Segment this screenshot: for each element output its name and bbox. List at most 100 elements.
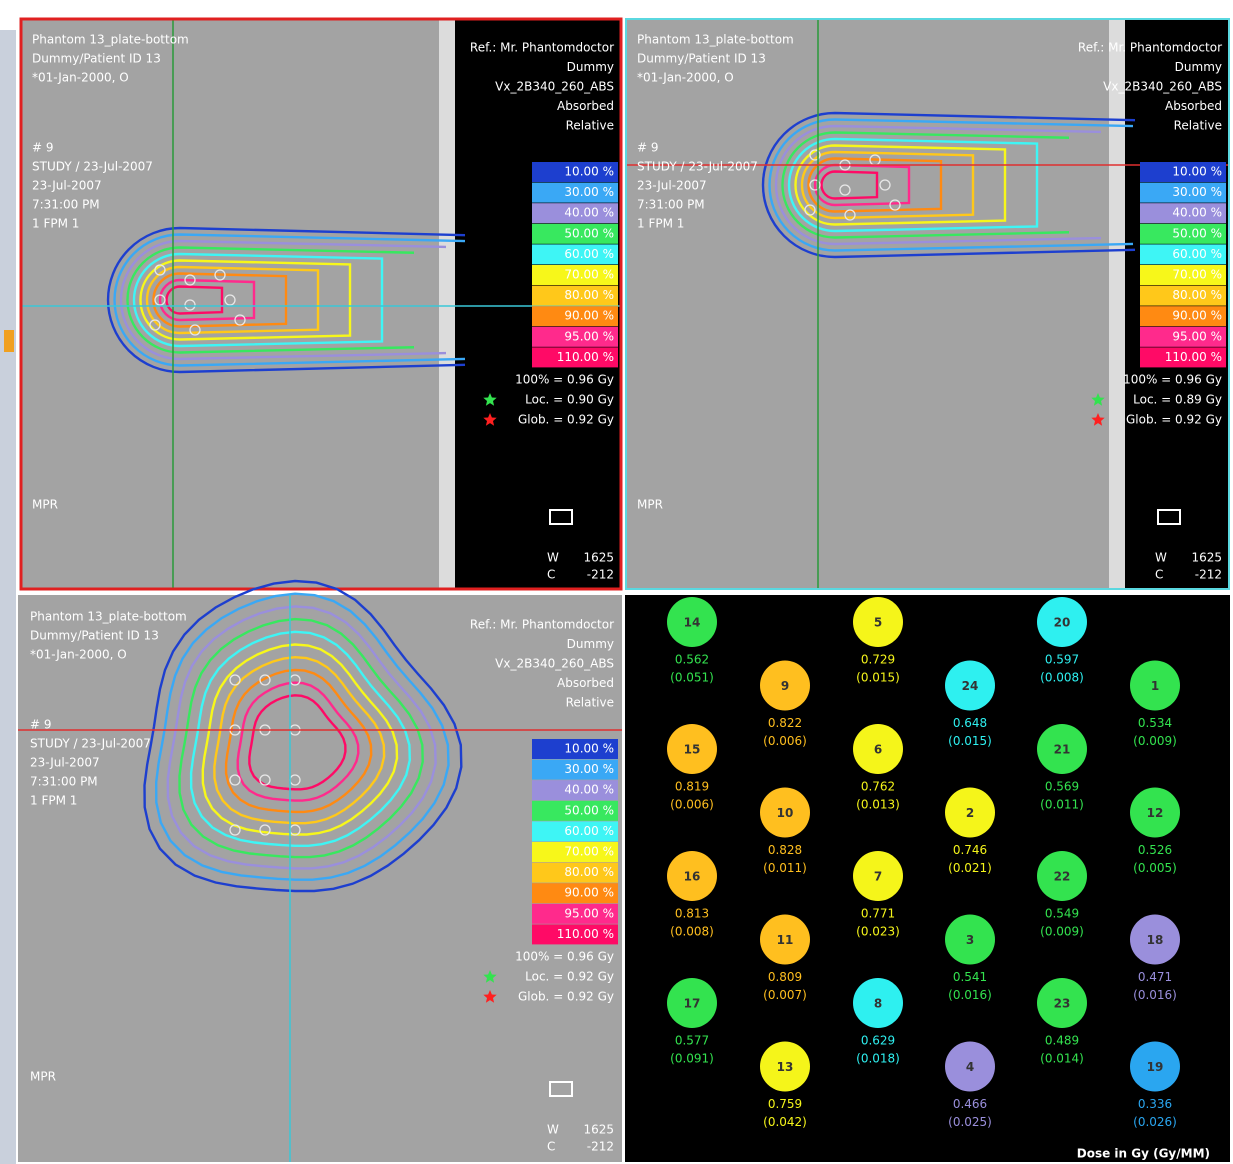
isodose-label: 80.00 % xyxy=(564,288,614,302)
detector-uncertainty: (0.008) xyxy=(1040,671,1084,685)
detector-marker xyxy=(229,774,241,786)
detector-uncertainty: (0.013) xyxy=(856,798,900,812)
isodose-line xyxy=(213,655,386,825)
reference-info: Absorbed xyxy=(1165,99,1222,113)
star-icon xyxy=(483,413,497,426)
detector-dose: 0.771 xyxy=(861,907,895,921)
isodose-label: 110.00 % xyxy=(557,350,614,364)
detector xyxy=(1130,660,1180,711)
window-key: W xyxy=(1155,551,1167,565)
detector xyxy=(1130,787,1180,838)
detector-id: 22 xyxy=(1054,870,1071,884)
isodose-swatch xyxy=(532,306,618,327)
isodose-swatch xyxy=(532,285,618,306)
view-mode: MPR xyxy=(32,498,58,512)
detector-id: 9 xyxy=(781,679,789,693)
detector-dose: 0.746 xyxy=(953,843,987,857)
window-key: W xyxy=(547,1123,559,1137)
isodose-line xyxy=(106,226,466,374)
isodose-line xyxy=(132,252,384,348)
study-info: 1 FPM 1 xyxy=(637,217,684,231)
star-icon xyxy=(1091,393,1105,406)
isodose-swatch xyxy=(532,862,618,883)
study-info: STUDY / 23-Jul-2007 xyxy=(637,160,758,174)
study-info: STUDY / 23-Jul-2007 xyxy=(32,160,153,174)
detector-id: 23 xyxy=(1054,997,1071,1011)
center-key: C xyxy=(547,568,555,582)
isodose-line xyxy=(794,144,1007,226)
detector xyxy=(853,724,903,774)
detector-id: 10 xyxy=(777,806,794,820)
detector xyxy=(945,914,995,965)
reference-info: Vx_2B340_260_ABS xyxy=(1103,80,1222,94)
detector-dose: 0.822 xyxy=(768,716,802,730)
detector-dose: 0.759 xyxy=(768,1097,802,1111)
detector-id: 21 xyxy=(1054,743,1071,757)
detector-id: 20 xyxy=(1054,616,1071,630)
detector-id: 5 xyxy=(874,616,882,630)
reference-info: Dummy xyxy=(1175,60,1222,74)
detector xyxy=(1037,851,1087,901)
detector xyxy=(760,787,810,838)
study-info: 7:31:00 PM xyxy=(32,198,100,212)
detector xyxy=(760,660,810,711)
detector-dose: 0.819 xyxy=(675,780,709,794)
isodose-line xyxy=(768,118,1134,252)
patient-info: *01-Jan-2000, O xyxy=(30,648,127,662)
isodose-swatch xyxy=(1140,285,1226,306)
detector-id: 8 xyxy=(874,997,882,1011)
detector-uncertainty: (0.015) xyxy=(856,671,900,685)
isodose-label: 60.00 % xyxy=(564,824,614,838)
side-marker xyxy=(4,330,14,352)
isodose-label: 110.00 % xyxy=(1165,350,1222,364)
isodose-swatch xyxy=(1140,223,1226,244)
orientation-icon xyxy=(1157,509,1181,525)
detector-marker xyxy=(214,269,226,281)
detector-dose: 0.809 xyxy=(768,970,802,984)
isodose-label: 50.00 % xyxy=(564,226,614,240)
isodose-line xyxy=(813,163,911,207)
isodose-line xyxy=(761,111,1136,259)
study-info: 7:31:00 PM xyxy=(637,198,705,212)
isodose-label: 40.00 % xyxy=(1172,206,1222,220)
isodose-line xyxy=(224,668,373,814)
center-value: -212 xyxy=(587,1140,614,1154)
detector-dose: 0.466 xyxy=(953,1097,987,1111)
detector-id: 1 xyxy=(1151,679,1159,693)
detector-dose: 0.729 xyxy=(861,653,895,667)
isodose-label: 30.00 % xyxy=(564,185,614,199)
patient-info: *01-Jan-2000, O xyxy=(32,71,129,85)
isodose-label: 10.00 % xyxy=(1172,165,1222,179)
isodose-line xyxy=(236,681,360,802)
isodose-label: 50.00 % xyxy=(1172,226,1222,240)
isodose-label: 90.00 % xyxy=(1172,309,1222,323)
detector-dose: 0.569 xyxy=(1045,780,1079,794)
reference-info: Dummy xyxy=(567,637,614,651)
detector-uncertainty: (0.016) xyxy=(1133,988,1177,1002)
detector xyxy=(1037,597,1087,647)
side-bar xyxy=(439,18,455,590)
window-value: 1625 xyxy=(1191,551,1222,565)
patient-info: Dummy/Patient ID 13 xyxy=(30,629,159,643)
study-info: 7:31:00 PM xyxy=(30,775,98,789)
detector xyxy=(667,724,717,774)
isodose-swatch xyxy=(1140,244,1226,265)
detector xyxy=(1130,1041,1180,1092)
isodose-line xyxy=(113,233,466,367)
detector-id: 12 xyxy=(1147,806,1164,820)
center-value: -212 xyxy=(587,568,614,582)
detector-uncertainty: (0.042) xyxy=(763,1115,807,1129)
side-bar xyxy=(1109,18,1125,590)
isodose-swatch xyxy=(532,347,618,368)
reference-info: Vx_2B340_260_ABS xyxy=(495,657,614,671)
window-key: W xyxy=(547,551,559,565)
detector xyxy=(667,978,717,1028)
detector-marker xyxy=(184,299,196,311)
isodose-label: 60.00 % xyxy=(564,247,614,261)
isodose-label: 90.00 % xyxy=(564,886,614,900)
study-info: 23-Jul-2007 xyxy=(637,179,707,193)
isodose-line xyxy=(158,278,256,322)
isodose-swatch xyxy=(532,903,618,924)
detector-marker xyxy=(879,179,891,191)
